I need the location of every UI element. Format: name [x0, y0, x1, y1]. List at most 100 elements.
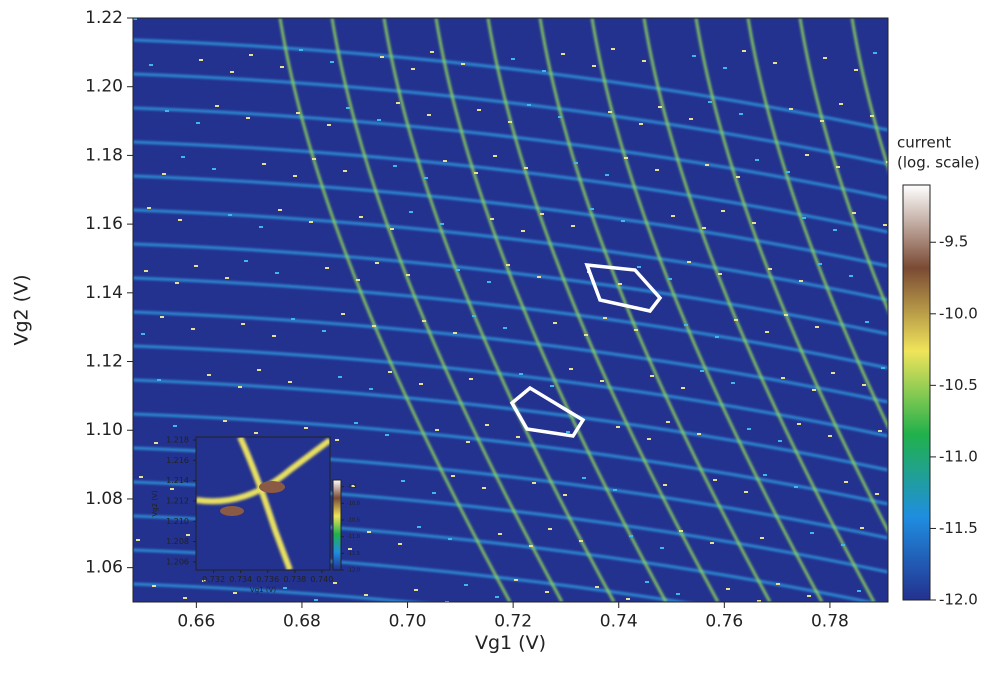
- noise-speck: [611, 48, 615, 50]
- noise-speck: [687, 261, 691, 263]
- noise-speck: [283, 587, 287, 589]
- noise-speck: [789, 108, 793, 110]
- noise-speck: [833, 229, 837, 231]
- noise-speck: [731, 382, 735, 384]
- colorbar-tick-label: -11.5: [347, 551, 360, 557]
- noise-speck: [647, 438, 651, 440]
- noise-speck: [655, 169, 659, 171]
- noise-speck: [637, 266, 641, 268]
- x-axis-title: Vg1 (V): [475, 632, 546, 654]
- noise-speck: [605, 174, 609, 176]
- noise-speck: [679, 530, 683, 532]
- noise-speck: [514, 579, 518, 581]
- noise-speck: [642, 60, 646, 62]
- noise-speck: [393, 165, 397, 167]
- noise-speck: [616, 426, 620, 428]
- noise-speck: [367, 531, 371, 533]
- noise-speck: [805, 154, 809, 156]
- noise-speck: [482, 487, 486, 489]
- noise-speck: [246, 117, 250, 119]
- noise-speck: [854, 69, 858, 71]
- noise-speck: [613, 489, 617, 491]
- noise-speck: [254, 432, 258, 434]
- noise-speck: [440, 223, 444, 225]
- x-tick-label: 0.738: [283, 575, 306, 584]
- y-tick-label: 1.212: [166, 496, 189, 505]
- noise-speck: [325, 267, 329, 269]
- x-tick-label: 0.78: [811, 612, 849, 632]
- noise-speck: [244, 260, 248, 262]
- noise-speck: [417, 526, 421, 528]
- noise-speck: [396, 102, 400, 104]
- heatmap-texture: [133, 18, 888, 602]
- noise-speck: [684, 324, 688, 326]
- noise-speck: [820, 120, 824, 122]
- noise-speck: [865, 321, 869, 323]
- noise-speck: [341, 313, 345, 315]
- noise-speck: [435, 429, 439, 431]
- noise-speck: [411, 68, 415, 70]
- transition-line: [746, 18, 888, 430]
- noise-speck: [870, 115, 874, 117]
- y-tick-label: 1.14: [85, 283, 123, 303]
- noise-speck: [136, 539, 140, 541]
- noise-speck: [472, 315, 476, 317]
- noise-speck: [490, 218, 494, 220]
- noise-speck: [784, 314, 788, 316]
- noise-speck: [797, 423, 801, 425]
- colorbar-tick-label: -12.0: [347, 568, 360, 574]
- noise-speck: [760, 537, 764, 539]
- noise-speck: [755, 159, 759, 161]
- y-tick-label: 1.08: [85, 489, 123, 509]
- noise-speck: [199, 59, 203, 61]
- noise-speck: [689, 118, 693, 120]
- noise-speck: [414, 589, 418, 591]
- y-tick-label: 1.210: [166, 517, 189, 526]
- noise-speck: [170, 488, 174, 490]
- noise-speck: [322, 330, 326, 332]
- noise-speck: [550, 385, 554, 387]
- transition-line: [133, 72, 888, 166]
- colorbar: [902, 184, 931, 601]
- noise-speck: [424, 177, 428, 179]
- noise-speck: [878, 430, 882, 432]
- transition-line: [133, 582, 422, 602]
- noise-speck: [839, 103, 843, 105]
- noise-speck: [375, 262, 379, 264]
- noise-speck: [474, 172, 478, 174]
- noise-speck: [849, 275, 853, 277]
- noise-speck: [752, 222, 756, 224]
- noise-speck: [763, 474, 767, 476]
- noise-speck: [626, 598, 630, 600]
- x-tick-label: 0.76: [705, 612, 743, 632]
- noise-speck: [186, 534, 190, 536]
- noise-speck: [603, 317, 607, 319]
- noise-speck: [249, 54, 253, 56]
- noise-speck: [702, 227, 706, 229]
- noise-speck: [590, 208, 594, 210]
- noise-speck: [196, 122, 200, 124]
- noise-speck: [765, 331, 769, 333]
- noise-speck: [304, 427, 308, 429]
- noise-speck: [778, 440, 782, 442]
- y-tick-label: 1.18: [85, 145, 123, 165]
- x-tick-label: 0.68: [283, 612, 321, 632]
- transition-line: [133, 208, 888, 302]
- noise-speck: [561, 53, 565, 55]
- noise-speck: [385, 434, 389, 436]
- noise-speck: [178, 219, 182, 221]
- noise-speck: [645, 581, 649, 583]
- noise-speck: [860, 527, 864, 529]
- noise-speck: [333, 582, 337, 584]
- colorbar-title: (log. scale): [897, 154, 980, 172]
- noise-speck: [144, 270, 148, 272]
- colorbar-tick-label: -11.5: [939, 519, 978, 537]
- noise-speck: [600, 380, 604, 382]
- noise-speck: [427, 114, 431, 116]
- noise-speck: [296, 112, 300, 114]
- noise-speck: [639, 123, 643, 125]
- colorbar-tick-label: -9.5: [347, 484, 357, 490]
- noise-speck: [147, 207, 151, 209]
- noise-speck: [194, 265, 198, 267]
- noise-speck: [723, 67, 727, 69]
